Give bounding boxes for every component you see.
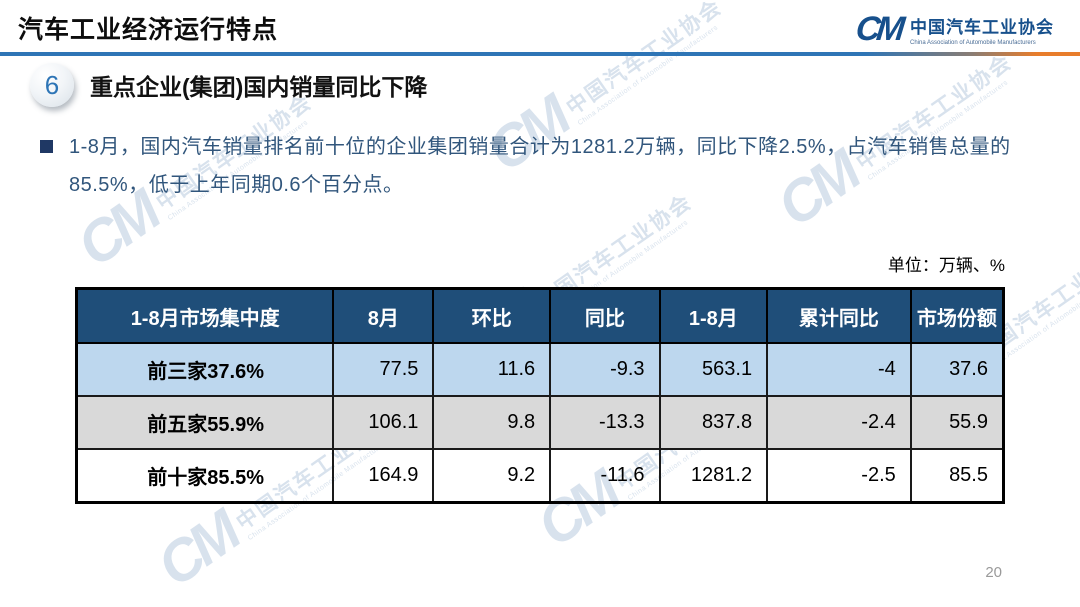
bullet-text: 1-8月，国内汽车销量排名前十位的企业集团销量合计为1281.2万辆，同比下降2… (69, 136, 1011, 196)
cell: 55.9 (909, 395, 1005, 450)
logo-name-en: China Association of Automobile Manufact… (910, 40, 1036, 46)
caam-logo-icon: CM (145, 499, 249, 600)
cell: -9.3 (549, 342, 661, 397)
col-header: 累计同比 (766, 287, 912, 344)
logo-name-cn: 中国汽车工业协会 (910, 18, 1054, 37)
cell: 9.2 (432, 448, 552, 504)
table-row: 前三家37.6% 77.5 11.6 -9.3 563.1 -4 37.6 (75, 342, 1005, 397)
cell: 106.1 (332, 395, 435, 450)
table-header-row: 1-8月市场集中度 8月 环比 同比 1-8月 累计同比 市场份额 (75, 287, 1005, 344)
row-label: 前五家55.9% (75, 395, 335, 450)
cell: 1281.2 (658, 448, 769, 504)
cell: 37.6 (909, 342, 1005, 397)
cell: -2.5 (766, 448, 912, 504)
caam-logo: CM 中国汽车工业协会 China Association of Automob… (854, 10, 1054, 49)
col-header: 1-8月市场集中度 (75, 287, 335, 344)
section-title: 重点企业(集团)国内销量同比下降 (90, 74, 428, 100)
bullet-item: 1-8月，国内汽车销量排名前十位的企业集团销量合计为1281.2万辆，同比下降2… (40, 128, 1030, 204)
page-number: 20 (985, 564, 1002, 581)
cell: 11.6 (432, 342, 552, 397)
cell: 77.5 (332, 342, 435, 397)
table-row: 前十家85.5% 164.9 9.2 -11.6 1281.2 -2.5 85.… (75, 448, 1005, 504)
row-label: 前三家37.6% (75, 342, 335, 397)
col-header: 1-8月 (658, 287, 769, 344)
cell: -4 (766, 342, 912, 397)
table-row: 前五家55.9% 106.1 9.8 -13.3 837.8 -2.4 55.9 (75, 395, 1005, 450)
section-heading: 6 重点企业(集团)国内销量同比下降 (30, 63, 427, 107)
row-label: 前十家85.5% (75, 448, 335, 504)
col-header: 市场份额 (909, 287, 1005, 344)
header-divider (0, 52, 1080, 56)
cell: -13.3 (549, 395, 661, 450)
cell: 837.8 (658, 395, 769, 450)
cell: 85.5 (909, 448, 1005, 504)
page-title: 汽车工业经济运行特点 (18, 16, 279, 44)
cell: 9.8 (432, 395, 552, 450)
cell: -2.4 (766, 395, 912, 450)
market-concentration-table-wrap: 1-8月市场集中度 8月 环比 同比 1-8月 累计同比 市场份额 前三家37.… (75, 287, 1005, 504)
market-concentration-table: 1-8月市场集中度 8月 环比 同比 1-8月 累计同比 市场份额 前三家37.… (75, 287, 1005, 504)
col-header: 8月 (332, 287, 435, 344)
section-number-badge: 6 (30, 63, 74, 107)
col-header: 同比 (549, 287, 661, 344)
col-header: 环比 (432, 287, 552, 344)
cell: 164.9 (332, 448, 435, 504)
caam-logo-icon: CM (854, 10, 904, 49)
unit-label: 单位：万辆、% (887, 256, 1005, 275)
cell: 563.1 (658, 342, 769, 397)
cell: -11.6 (549, 448, 661, 504)
bullet-square-icon (40, 140, 53, 153)
